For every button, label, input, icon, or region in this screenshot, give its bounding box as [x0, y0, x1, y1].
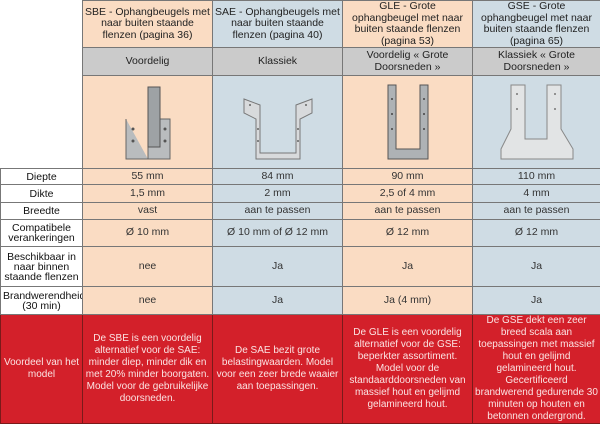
- cell: Ja: [343, 247, 473, 287]
- row-label-diepte: Diepte: [1, 169, 83, 185]
- cell: Ø 12 mm: [343, 220, 473, 247]
- cell: vast: [83, 203, 213, 220]
- cell: Ø 10 mm: [83, 220, 213, 247]
- row-label-brandwerendheid: Brandwerendheid (30 min): [1, 287, 83, 315]
- cell: nee: [83, 287, 213, 315]
- cell: Ja: [213, 287, 343, 315]
- column-type: Klassiek « Grote Doorsneden »: [473, 48, 600, 76]
- sae-product-image: [213, 76, 343, 169]
- cell: 2 mm: [213, 185, 343, 203]
- gse-product-image: [473, 76, 600, 169]
- row-label-beschikbaar: Beschikbaar in naar binnen staande flenz…: [1, 247, 83, 287]
- corner-cell: [1, 76, 83, 169]
- column-title: SBE - Ophangbeugels met naar buiten staa…: [83, 1, 213, 48]
- column-type: Klassiek: [213, 48, 343, 76]
- row-label-voordeel: Voordeel van het model: [1, 315, 83, 424]
- gle-product-image: [343, 76, 473, 169]
- sbe-product-image: [83, 76, 213, 169]
- advantage-cell: De GLE is een voordelig alternatief voor…: [343, 315, 473, 424]
- corner-cell: [1, 48, 83, 76]
- row-label-breedte: Breedte: [1, 203, 83, 220]
- cell: 84 mm: [213, 169, 343, 185]
- cell: Ø 12 mm: [473, 220, 600, 247]
- column-title: SAE - Ophangbeugels met naar buiten staa…: [213, 1, 343, 48]
- cell: nee: [83, 247, 213, 287]
- cell: 4 mm: [473, 185, 600, 203]
- column-type: Voordelig « Grote Doorsneden »: [343, 48, 473, 76]
- cell: aan te passen: [213, 203, 343, 220]
- cell: 90 mm: [343, 169, 473, 185]
- cell: aan te passen: [343, 203, 473, 220]
- cell: 55 mm: [83, 169, 213, 185]
- column-type: Voordelig: [83, 48, 213, 76]
- cell: 2,5 of 4 mm: [343, 185, 473, 203]
- cell: Ø 10 mm of Ø 12 mm: [213, 220, 343, 247]
- advantage-cell: De SAE bezit grote belastingwaarden. Mod…: [213, 315, 343, 424]
- column-title: GLE - Grote ophangbeugel met naar buiten…: [343, 1, 473, 48]
- corner-cell: [1, 1, 83, 48]
- cell: aan te passen: [473, 203, 600, 220]
- cell: Ja (4 mm): [343, 287, 473, 315]
- column-title: GSE - Grote ophangbeugel met naar buiten…: [473, 1, 600, 48]
- cell: Ja: [213, 247, 343, 287]
- cell: Ja: [473, 287, 600, 315]
- cell: Ja: [473, 247, 600, 287]
- cell: 110 mm: [473, 169, 600, 185]
- row-label-compatibele: Compatibele verankeringen: [1, 220, 83, 247]
- advantage-cell: De GSE dekt een zeer breed scala aan toe…: [473, 315, 600, 424]
- cell: 1,5 mm: [83, 185, 213, 203]
- advantage-cell: De SBE is een voordelig alternatief voor…: [83, 315, 213, 424]
- row-label-dikte: Dikte: [1, 185, 83, 203]
